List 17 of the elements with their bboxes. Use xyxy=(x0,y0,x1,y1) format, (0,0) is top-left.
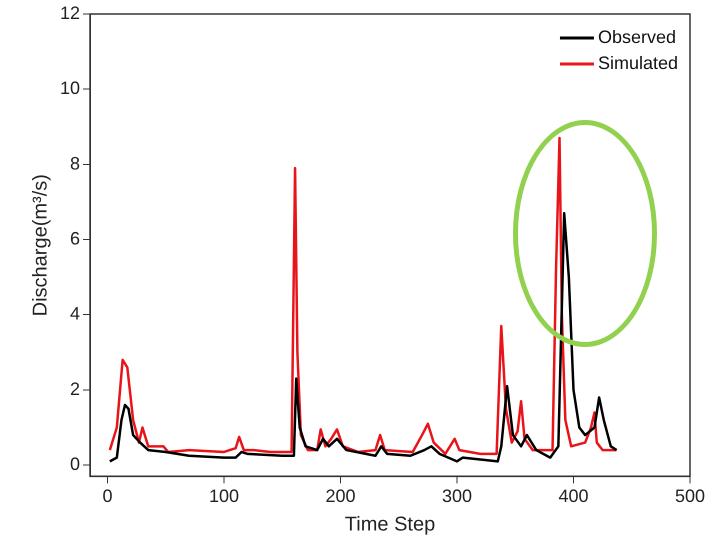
x-tick-label: 400 xyxy=(558,486,589,506)
legend-label: Simulated xyxy=(598,52,678,73)
y-tick-label: 12 xyxy=(60,2,80,23)
legend-label: Observed xyxy=(598,26,676,47)
x-axis-title: Time Step xyxy=(344,514,436,536)
x-tick-label: 100 xyxy=(208,486,240,506)
y-tick-label: 4 xyxy=(70,304,80,324)
y-tick-label: 0 xyxy=(70,454,80,474)
y-tick-label: 8 xyxy=(70,153,80,174)
y-tick-label: 2 xyxy=(70,378,80,399)
x-tick-label: 200 xyxy=(325,486,356,506)
y-tick-label: 10 xyxy=(60,78,80,98)
y-tick-label: 6 xyxy=(70,228,80,249)
x-tick-label: 0 xyxy=(102,486,113,506)
x-tick-label: 500 xyxy=(674,486,706,506)
y-axis-title: Discharge(m³/s) xyxy=(30,174,52,316)
x-tick-label: 300 xyxy=(442,486,472,506)
